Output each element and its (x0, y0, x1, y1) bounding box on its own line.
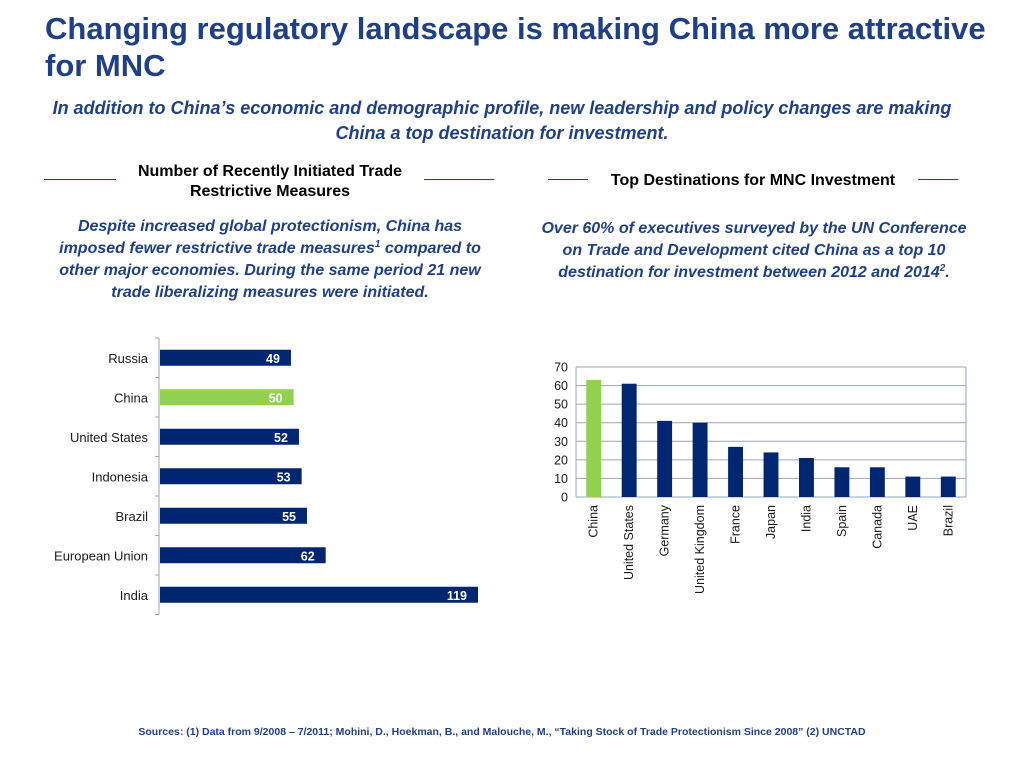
left-description-text-cont: compared to other major economies. Durin… (59, 240, 481, 301)
right-footnote-mark: 2 (939, 263, 946, 274)
y-tick-label: 10 (554, 472, 568, 486)
bar-germany (657, 420, 673, 497)
left-heading-rule-right (424, 179, 494, 180)
y-tick-label: 70 (554, 361, 568, 375)
x-tick-label-china: China (587, 505, 601, 538)
category-label-china: China (114, 390, 149, 405)
x-tick-label-canada: Canada (870, 505, 884, 549)
x-tick-label-uae: UAE (906, 505, 920, 531)
y-tick-label: 20 (554, 453, 568, 467)
page-title: Changing regulatory landscape is making … (45, 11, 986, 83)
bar-china (160, 389, 294, 406)
x-tick-label-brazil: Brazil (941, 505, 955, 536)
y-tick-label: 30 (554, 435, 568, 449)
y-tick-label: 60 (554, 379, 568, 393)
right-description-text: Over 60% of executives surveyed by the U… (541, 220, 967, 281)
x-tick-label-germany: Germany (658, 504, 672, 556)
x-tick-label-united-kingdom: United Kingdom (693, 505, 707, 594)
x-tick-label-japan: Japan (764, 505, 778, 539)
bar-japan (763, 452, 779, 497)
right-chart-heading: Top Destinations for MNC Investment (610, 172, 896, 189)
mnc-destinations-bar-chart: 0 10 20 30 40 50 60 70 China United States Germany… (554, 361, 967, 594)
x-tick-label-france: France (729, 505, 743, 544)
category-label-india: India (120, 588, 149, 603)
bar-spain (834, 467, 850, 497)
x-tick-label-united-states: United States (622, 505, 636, 580)
bar-brazil (160, 507, 307, 524)
bar-uae (905, 476, 921, 497)
data-label-china: 50 (269, 391, 283, 405)
data-label-india: 119 (447, 589, 467, 603)
category-label-brazil: Brazil (115, 509, 148, 524)
bar-france (728, 446, 743, 497)
bar-india (160, 586, 478, 603)
bar-canada (869, 467, 885, 497)
category-label-russia: Russia (108, 351, 149, 366)
left-footnote-mark: 1 (374, 239, 381, 250)
bar-european-union (160, 547, 326, 564)
x-tick-label-spain: Spain (835, 505, 849, 537)
trade-measures-bar-chart: Russia 49 China 50 United States 52 Indonesia 5… (54, 337, 478, 615)
right-heading-rule-left (548, 179, 588, 180)
data-label-indonesia: 53 (277, 470, 291, 484)
category-label-european-union: European Union (54, 548, 148, 563)
y-tick-label: 0 (561, 491, 568, 505)
left-heading-rule-left (44, 179, 116, 180)
bar-china (586, 380, 602, 497)
left-description: Despite increased global protectionism, … (50, 216, 490, 304)
right-description: Over 60% of executives surveyed by the U… (530, 218, 978, 284)
bar-united-kingdom (692, 422, 708, 497)
bar-indonesia (160, 468, 302, 485)
x-tick-label-india: India (799, 505, 813, 532)
bar-russia (160, 349, 291, 366)
bar-india (799, 458, 814, 497)
category-label-indonesia: Indonesia (92, 469, 149, 484)
right-description-text-cont: . (945, 264, 950, 281)
left-description-text: Despite increased global protectionism, … (59, 218, 463, 257)
data-label-russia: 49 (266, 352, 280, 366)
data-label-brazil: 55 (282, 510, 296, 524)
sources-footnote: Sources: (1) Data from 9/2008 – 7/2011; … (138, 726, 866, 738)
left-chart-heading: Number of Recently Initiated Trade Restr… (137, 163, 403, 200)
page-subtitle: In addition to China’s economic and demo… (52, 98, 952, 143)
data-label-european-union: 62 (301, 549, 315, 563)
bar-brazil (940, 476, 956, 497)
bar-united-states (621, 383, 637, 497)
right-heading-rule-right (918, 179, 958, 180)
bar-united-states (160, 428, 299, 445)
category-label-united-states: United States (70, 430, 149, 445)
y-tick-label: 50 (554, 398, 568, 412)
y-tick-label: 40 (554, 416, 568, 430)
data-label-united-states: 52 (274, 431, 288, 445)
